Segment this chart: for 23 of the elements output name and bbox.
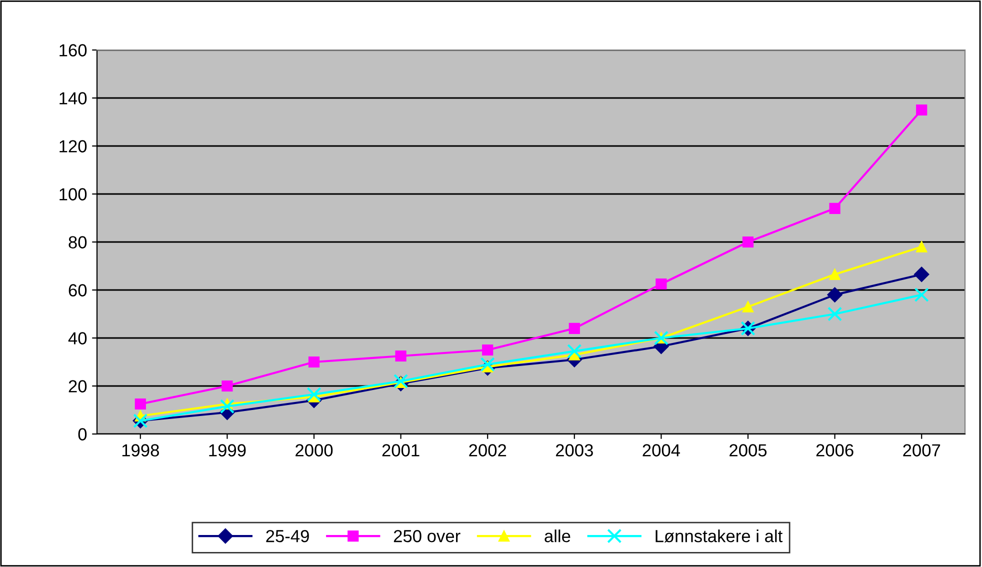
legend-label: 250 over (394, 530, 460, 542)
y-tick-label: 120 (60, 140, 87, 152)
x-tick-label: 2000 (296, 444, 333, 456)
x-tick-label: 2007 (903, 444, 940, 456)
y-tick-label: 100 (60, 188, 87, 200)
legend-label: alle (544, 530, 570, 542)
y-tick-label: 80 (68, 236, 87, 248)
x-tick-label: 1998 (122, 444, 159, 456)
y-tick-label: 140 (60, 92, 87, 104)
y-tick-label: 40 (68, 332, 87, 344)
y-tick-label: 20 (68, 380, 87, 392)
x-tick-label: 2006 (816, 444, 854, 456)
x-tick-label: 2001 (382, 444, 420, 456)
x-tick-label: 2005 (730, 444, 767, 456)
legend-label: Lønnstakere i alt (656, 530, 783, 542)
y-tick-label: 160 (60, 44, 87, 56)
x-tick-label: 1999 (209, 444, 246, 456)
y-tick-label: 60 (68, 284, 87, 296)
x-tick-label: 2003 (556, 444, 593, 456)
y-tick-label: 0 (78, 428, 87, 440)
legend-label: 25-49 (266, 530, 309, 542)
x-tick-label: 2004 (642, 444, 680, 456)
x-tick-label: 2002 (469, 444, 506, 456)
